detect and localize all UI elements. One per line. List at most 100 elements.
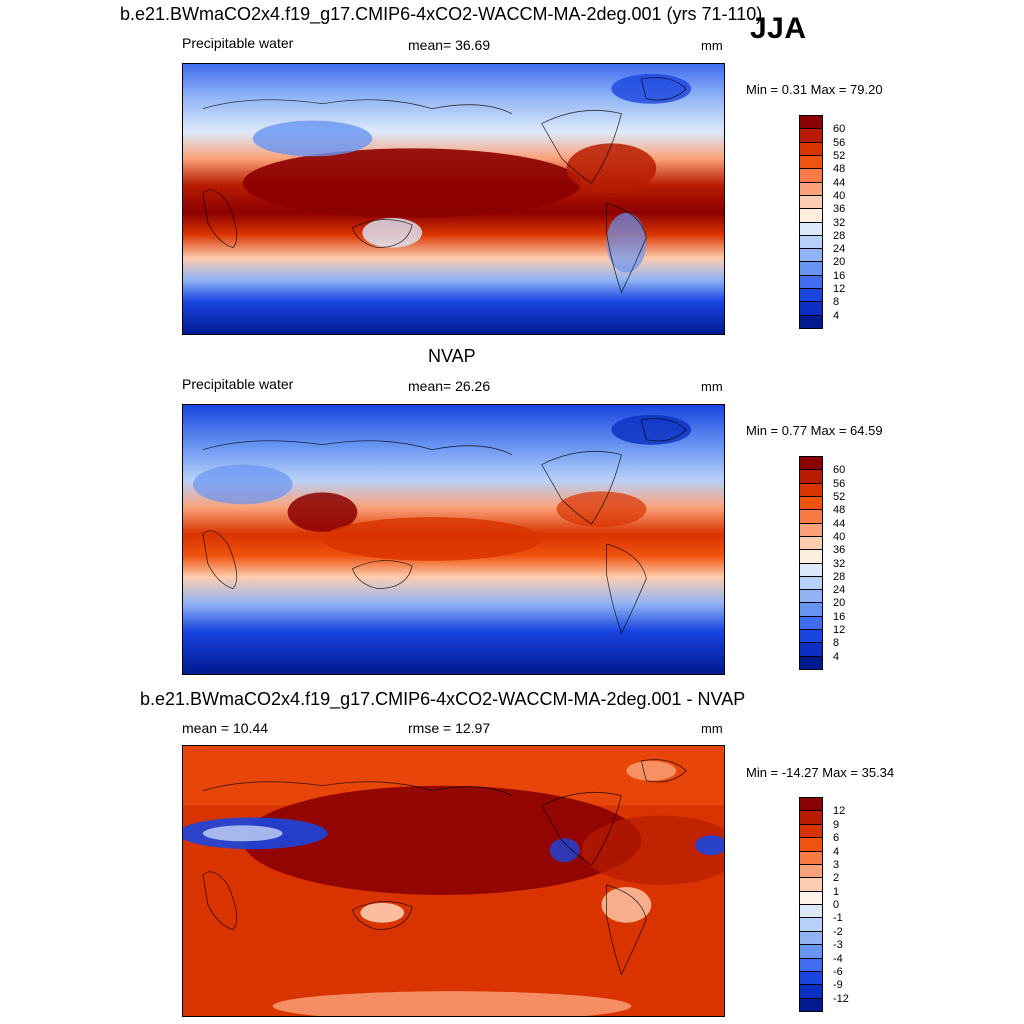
colorbar-tick-label: -2: [833, 925, 843, 938]
colorbar-swatch: [799, 222, 823, 236]
colorbar-tick-label: 8: [833, 296, 840, 309]
colorbar-swatch: [799, 616, 823, 631]
colorbar-tick-label: 52: [833, 490, 846, 503]
panel1-variable-label: Precipitable water: [182, 35, 294, 51]
colorbar-tick-label: 40: [833, 189, 846, 202]
colorbar-swatch: [799, 998, 823, 1012]
colorbar-tick-label: 20: [833, 597, 846, 610]
colorbar-swatch: [799, 142, 823, 156]
colorbar-tick-label: 1: [833, 885, 840, 898]
colorbar-swatch: [799, 864, 823, 879]
colorbar-swatch: [799, 155, 823, 170]
colorbar-tick-label: 12: [833, 283, 846, 296]
colorbar-swatch: [799, 931, 823, 946]
panel2-colorbar: 60 56 52 48 44 40 36 32 28 24 20 16 12 8 4: [799, 456, 845, 670]
colorbar-swatch: [799, 116, 823, 130]
colorbar-swatch: [799, 958, 823, 972]
colorbar-tick-label: -9: [833, 979, 843, 992]
panel2-mean-label: mean= 26.26: [408, 378, 491, 394]
colorbar-swatch: [799, 985, 823, 999]
colorbar-tick-label: -6: [833, 965, 843, 978]
panel1-units: mm: [701, 38, 723, 53]
colorbar-swatch: [799, 798, 823, 812]
colorbar-swatch: [799, 275, 823, 290]
colorbar-tick-label: 40: [833, 530, 846, 543]
colorbar-tick-label: -4: [833, 952, 843, 965]
colorbar-swatch: [799, 523, 823, 537]
colorbar-swatch: [799, 891, 823, 905]
colorbar-tick-label: 48: [833, 163, 846, 176]
colorbar-tick-label: 3: [833, 858, 840, 871]
colorbar-tick-label: 44: [833, 176, 846, 189]
colorbar-tick-label: 12: [833, 624, 846, 637]
difference-map: [182, 745, 725, 1017]
colorbar-swatch: [799, 209, 823, 223]
colorbar-swatch: [799, 656, 823, 670]
colorbar-swatch: [799, 851, 823, 865]
colorbar-swatch: [799, 563, 823, 577]
colorbar-tick-label: 28: [833, 570, 846, 583]
panel1-mean-label: mean= 36.69: [408, 37, 491, 53]
colorbar-tick-label: 24: [833, 584, 846, 597]
panel2-units: mm: [701, 379, 723, 394]
colorbar-swatch: [799, 169, 823, 183]
colorbar-swatch: [799, 536, 823, 551]
colorbar-tick-label: 4: [833, 309, 840, 322]
colorbar-swatch: [799, 302, 823, 316]
colorbar-tick-label: 4: [833, 650, 840, 663]
colorbar-tick-label: -1: [833, 912, 843, 925]
colorbar-tick-label: 6: [833, 832, 840, 845]
colorbar-swatch: [799, 457, 823, 471]
colorbar-tick-label: 8: [833, 637, 840, 650]
colorbar-tick-label: 24: [833, 243, 846, 256]
colorbar-swatch: [799, 262, 823, 276]
colorbar-swatch: [799, 824, 823, 839]
colorbar-tick-label: 16: [833, 610, 846, 623]
colorbar-tick-label: 4: [833, 845, 840, 858]
colorbar-swatch: [799, 510, 823, 524]
colorbar-tick-label: -3: [833, 939, 843, 952]
colorbar-tick-label: 20: [833, 256, 846, 269]
colorbar-swatch: [799, 838, 823, 852]
nvap-precipitable-water-map: [182, 404, 725, 675]
colorbar-tick-label: 60: [833, 123, 846, 136]
panel2-variable-label: Precipitable water: [182, 376, 294, 392]
colorbar-tick-label: 32: [833, 216, 846, 229]
colorbar-swatch: [799, 129, 823, 143]
colorbar-swatch: [799, 576, 823, 591]
colorbar-tick-label: 16: [833, 269, 846, 282]
panel3-minmax: Min = -14.27 Max = 35.34: [746, 765, 895, 780]
panel3-units: mm: [701, 721, 723, 736]
panel3-colorbar: 12 9 6 4 3 2 1 0 -1 -2 -3 -4 -6 -9 -12: [799, 797, 849, 1012]
colorbar-swatch: [799, 470, 823, 484]
colorbar-swatch: [799, 249, 823, 263]
colorbar-tick-label: 60: [833, 464, 846, 477]
colorbar-swatch: [799, 630, 823, 644]
difference-title: b.e21.BWmaCO2x4.f19_g17.CMIP6-4xCO2-WACC…: [140, 689, 746, 709]
colorbar-tick-label: 12: [833, 805, 846, 818]
colorbar-swatch: [799, 315, 823, 329]
panel3-rmse-label: rmse = 12.97: [408, 720, 491, 736]
colorbar-tick-label: 0: [833, 899, 840, 911]
colorbar-tick-label: 36: [833, 544, 846, 557]
colorbar-swatch: [799, 289, 823, 303]
colorbar-swatch: [799, 235, 823, 250]
panel3-mean-label: mean = 10.44: [182, 720, 269, 736]
colorbar-swatch: [799, 496, 823, 511]
colorbar-tick-label: 48: [833, 504, 846, 517]
colorbar-tick-label: -12: [833, 992, 849, 1005]
panel2-minmax: Min = 0.77 Max = 64.59: [746, 423, 883, 438]
colorbar-swatch: [799, 811, 823, 825]
colorbar-tick-label: 52: [833, 149, 846, 162]
model-precipitable-water-map: [182, 63, 725, 335]
colorbar-swatch: [799, 195, 823, 210]
colorbar-tick-label: 28: [833, 229, 846, 242]
colorbar-swatch: [799, 643, 823, 657]
colorbar-swatch: [799, 590, 823, 604]
colorbar-tick-label: 56: [833, 477, 846, 490]
colorbar-swatch: [799, 945, 823, 959]
colorbar-tick-label: 56: [833, 136, 846, 149]
season-label: JJA: [750, 12, 807, 45]
colorbar-swatch: [799, 182, 823, 196]
colorbar-swatch: [799, 603, 823, 617]
